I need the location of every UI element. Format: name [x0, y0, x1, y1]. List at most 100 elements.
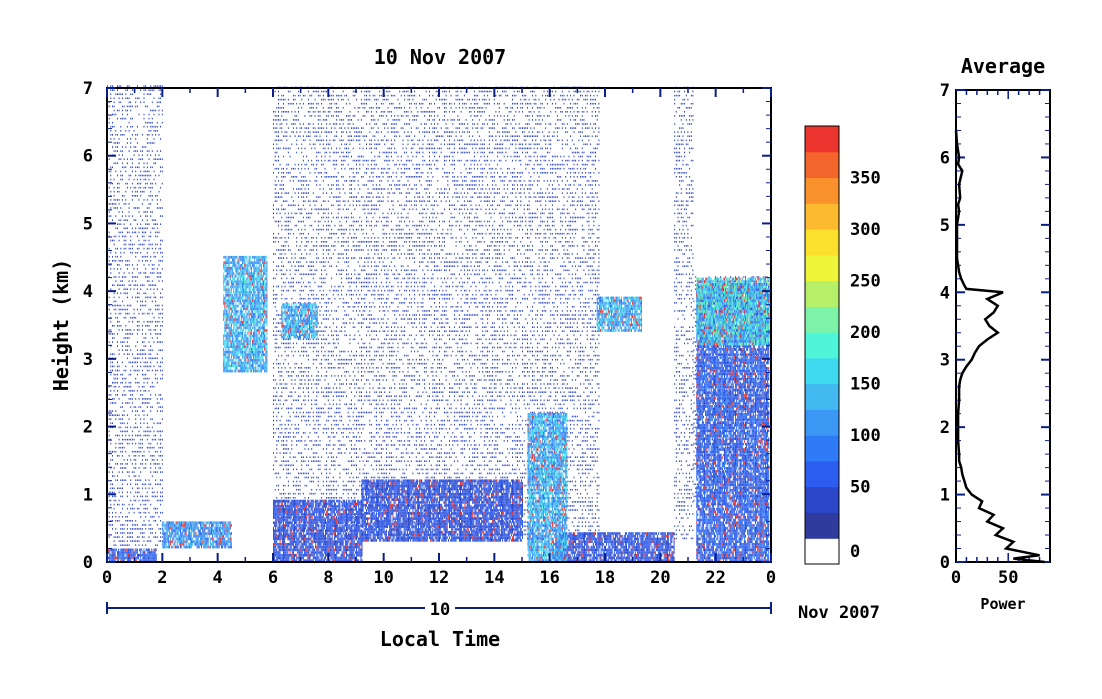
heatmap-cell [119, 98, 120, 100]
heatmap-cell [139, 163, 140, 165]
heatmap-cell [273, 318, 274, 320]
heatmap-cell [376, 460, 377, 462]
heatmap-cell [378, 298, 379, 300]
heatmap-cell [351, 318, 352, 320]
heatmap-cell [371, 265, 372, 267]
heatmap-cell [159, 305, 160, 307]
heatmap-cell [336, 115, 337, 117]
heatmap-cell [149, 179, 150, 181]
heatmap-cell [140, 102, 141, 104]
heatmap-cell [120, 232, 121, 234]
heatmap-cell [315, 400, 316, 402]
heatmap-cell [356, 391, 357, 393]
heatmap-cell [149, 264, 150, 266]
heatmap-cell [363, 424, 364, 426]
heatmap-cell [160, 93, 161, 95]
heatmap-cell [359, 525, 360, 527]
heatmap-cell [125, 191, 126, 193]
heatmap-cell [293, 387, 294, 389]
heatmap-cell [376, 428, 377, 430]
heatmap-cell [288, 465, 289, 467]
heatmap-cell [114, 475, 115, 477]
heatmap-cell [144, 85, 145, 87]
heatmap-cell [139, 293, 140, 295]
heatmap-cell [132, 431, 133, 433]
heatmap-cell [134, 370, 135, 372]
heatmap-cell [157, 471, 158, 473]
heatmap-cell [134, 439, 135, 441]
heatmap-cell [150, 358, 151, 360]
heatmap-cell [351, 274, 352, 276]
heatmap-cell [114, 467, 115, 469]
heatmap-cell [139, 451, 140, 453]
heatmap-cell [346, 270, 347, 272]
heatmap-cell [364, 115, 365, 117]
heatmap-cell [124, 317, 125, 319]
heatmap-cell [112, 382, 113, 384]
heatmap-cell [339, 448, 340, 450]
heatmap-cell [155, 496, 156, 498]
heatmap-cell [321, 339, 322, 341]
heatmap-cell [356, 196, 357, 198]
heatmap-cell [124, 293, 125, 295]
heatmap-cell [371, 172, 372, 174]
heatmap-cell [285, 343, 286, 345]
heatmap-cell [356, 172, 357, 174]
heatmap-cell [157, 223, 158, 225]
heatmap-cell [358, 412, 359, 414]
heatmap-cell [364, 306, 365, 308]
heatmap-cell [288, 473, 289, 475]
heatmap-cell [349, 282, 350, 284]
heatmap-cell [313, 391, 314, 393]
heatmap-cell [125, 317, 126, 319]
heatmap-cell [283, 107, 284, 109]
heatmap-cell [321, 359, 322, 361]
heatmap-cell [363, 241, 364, 243]
heatmap-cell [300, 221, 301, 223]
heatmap-cell [316, 355, 317, 357]
heatmap-cell [142, 358, 143, 360]
heatmap-cell [144, 374, 145, 376]
heatmap-cell [124, 167, 125, 169]
heatmap-cell [130, 459, 131, 461]
heatmap-cell [273, 400, 274, 402]
heatmap-cell [114, 451, 115, 453]
heatmap-cell [364, 440, 365, 442]
heatmap-cell [140, 191, 141, 193]
heatmap-cell [137, 276, 138, 278]
heatmap-cell [363, 452, 364, 454]
heatmap-cell [366, 335, 367, 337]
heatmap-cell [154, 508, 155, 510]
heatmap-cell [130, 492, 131, 494]
heatmap-cell [296, 408, 297, 410]
heatmap-cell [328, 477, 329, 479]
heatmap-cell [320, 119, 321, 121]
heatmap-cell [341, 420, 342, 422]
heatmap-cell [144, 500, 145, 502]
heatmap-cell [127, 431, 128, 433]
heatmap-cell [115, 146, 116, 148]
heatmap-cell [117, 305, 118, 307]
heatmap-cell [351, 135, 352, 137]
heatmap-cell [359, 469, 360, 471]
heatmap-cell [378, 294, 379, 296]
heatmap-cell [305, 404, 306, 406]
heatmap-cell [331, 205, 332, 207]
heatmap-cell [276, 221, 277, 223]
heatmap-cell [305, 416, 306, 418]
heatmap-cell [326, 339, 327, 341]
heatmap-cell [346, 314, 347, 316]
heatmap-cell [124, 390, 125, 392]
heatmap-cell [278, 489, 279, 491]
heatmap-cell [310, 103, 311, 105]
heatmap-cell [373, 257, 374, 259]
heatmap-cell [147, 256, 148, 258]
heatmap-cell [376, 265, 377, 267]
heatmap-cell [356, 513, 357, 515]
heatmap-cell [154, 431, 155, 433]
heatmap-cell [135, 443, 136, 445]
heatmap-cell [343, 119, 344, 121]
heatmap-cell [321, 412, 322, 414]
heatmap-cell [114, 402, 115, 404]
heatmap-cell [119, 264, 120, 266]
